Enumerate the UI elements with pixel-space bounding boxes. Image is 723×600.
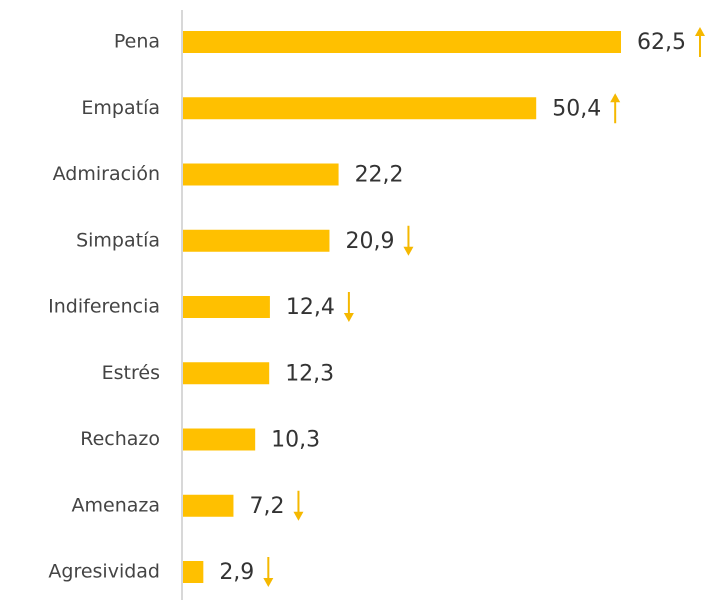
trend-arrow-head <box>343 313 354 322</box>
category-label: Admiración <box>53 163 160 185</box>
category-label: Rechazo <box>80 428 160 450</box>
bar <box>183 229 330 252</box>
trend-arrow <box>343 292 354 322</box>
bar <box>183 97 537 120</box>
category-label: Empatía <box>81 97 160 119</box>
trend-arrow-head <box>610 93 621 103</box>
trend-arrow-head <box>293 511 304 521</box>
value-label: 12,4 <box>286 295 335 320</box>
bar <box>183 561 204 583</box>
bar <box>183 31 621 53</box>
trend-arrow <box>293 490 304 521</box>
category-label: Pena <box>114 31 160 53</box>
value-label: 2,9 <box>219 560 254 585</box>
trend-arrow-head <box>694 27 705 36</box>
value-label: 62,5 <box>637 30 686 55</box>
value-label: 12,3 <box>285 361 334 386</box>
bar <box>183 163 339 186</box>
trend-arrow <box>610 93 621 124</box>
value-label: 50,4 <box>552 96 601 121</box>
bar <box>183 296 270 318</box>
category-label: Indiferencia <box>48 296 160 318</box>
trend-arrow <box>263 557 274 587</box>
trend-arrow <box>403 225 414 256</box>
category-label: Simpatía <box>76 229 160 251</box>
trend-arrow-head <box>263 578 274 587</box>
value-label: 7,2 <box>249 494 284 519</box>
trend-arrow <box>694 27 705 57</box>
bar <box>183 428 256 451</box>
category-label: Estrés <box>102 362 160 384</box>
category-label: Agresividad <box>48 561 160 583</box>
category-label: Amenaza <box>72 494 161 516</box>
trend-arrow-head <box>403 246 414 256</box>
bar <box>183 494 234 517</box>
bar <box>183 362 270 385</box>
value-label: 22,2 <box>355 163 404 188</box>
value-label: 10,3 <box>271 428 320 453</box>
value-label: 20,9 <box>345 229 394 254</box>
